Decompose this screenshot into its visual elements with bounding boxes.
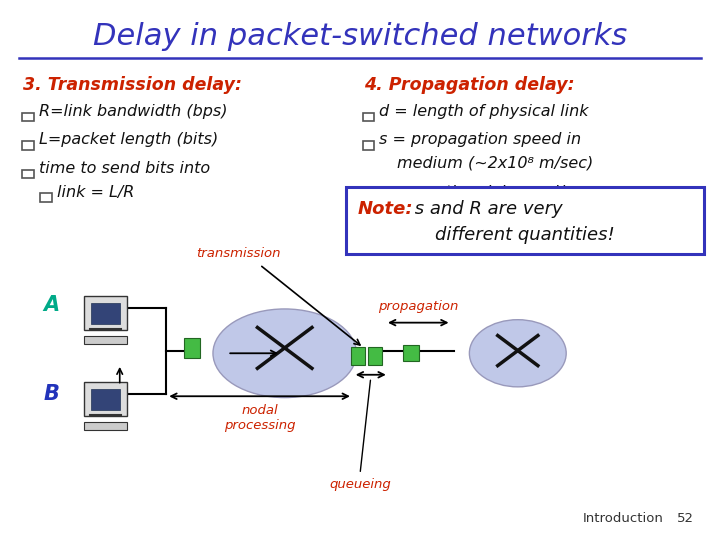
Text: queueing: queueing bbox=[329, 478, 391, 491]
Ellipse shape bbox=[213, 309, 356, 397]
Bar bbox=[184, 338, 200, 358]
Text: time to send bits into: time to send bits into bbox=[39, 161, 210, 176]
Text: transmission: transmission bbox=[196, 247, 280, 260]
Text: 4. Propagation delay:: 4. Propagation delay: bbox=[364, 76, 575, 93]
Text: L=packet length (bits): L=packet length (bits) bbox=[39, 132, 218, 147]
Bar bbox=[351, 347, 365, 366]
Bar bbox=[91, 303, 120, 324]
Bar bbox=[363, 113, 374, 121]
Text: d = length of physical link: d = length of physical link bbox=[379, 104, 589, 119]
Text: R=link bandwidth (bps): R=link bandwidth (bps) bbox=[39, 104, 228, 119]
Text: 52: 52 bbox=[677, 512, 693, 525]
Bar bbox=[22, 113, 34, 121]
Text: nodal: nodal bbox=[241, 404, 278, 417]
Text: s = propagation speed in: s = propagation speed in bbox=[379, 132, 582, 147]
Bar bbox=[22, 170, 34, 178]
Bar bbox=[22, 141, 34, 150]
Text: Delay in packet-switched networks: Delay in packet-switched networks bbox=[93, 22, 627, 51]
Text: propagation: propagation bbox=[378, 300, 459, 313]
Text: Note:: Note: bbox=[358, 200, 413, 218]
Text: link = L/R: link = L/R bbox=[57, 185, 134, 200]
Text: propagation delay = d/s: propagation delay = d/s bbox=[379, 185, 572, 200]
FancyBboxPatch shape bbox=[346, 187, 704, 254]
Text: s and R are very: s and R are very bbox=[410, 200, 563, 218]
Text: A: A bbox=[43, 295, 60, 315]
Text: different quantities!: different quantities! bbox=[435, 226, 615, 244]
Text: medium (~2x10⁸ m/sec): medium (~2x10⁸ m/sec) bbox=[397, 155, 593, 170]
Text: processing: processing bbox=[224, 419, 295, 432]
Bar bbox=[84, 336, 127, 344]
Text: Introduction: Introduction bbox=[582, 512, 663, 525]
Text: B: B bbox=[44, 383, 60, 403]
FancyBboxPatch shape bbox=[84, 296, 127, 330]
Bar bbox=[40, 193, 52, 202]
Bar bbox=[368, 347, 382, 366]
Ellipse shape bbox=[469, 320, 566, 387]
Bar bbox=[363, 193, 374, 202]
Bar bbox=[84, 422, 127, 430]
Bar bbox=[363, 141, 374, 150]
Bar bbox=[91, 389, 120, 410]
FancyBboxPatch shape bbox=[84, 382, 127, 416]
Text: 3. Transmission delay:: 3. Transmission delay: bbox=[23, 76, 242, 93]
Bar bbox=[403, 345, 419, 361]
